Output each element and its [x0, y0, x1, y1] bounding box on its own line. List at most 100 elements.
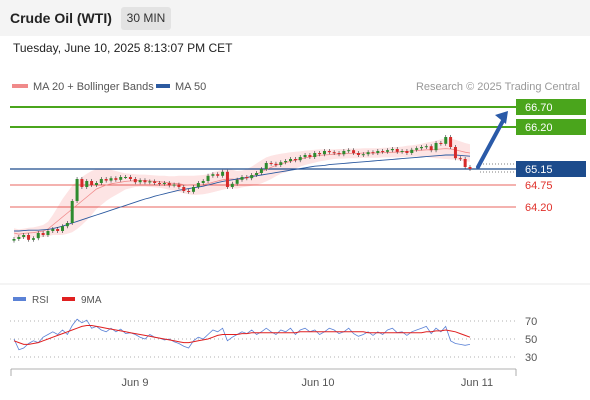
candle-body: [211, 174, 215, 176]
candle-body: [264, 163, 268, 169]
level-label-64.75: 64.75: [525, 180, 553, 192]
forecast-arrow-head: [495, 111, 508, 124]
candle-body: [289, 159, 293, 161]
level-label-66.20: 66.20: [525, 122, 553, 134]
candle-body: [259, 169, 263, 173]
instrument-title: Crude Oil (WTI): [10, 10, 112, 26]
candle-body: [347, 150, 351, 152]
candle-body: [284, 161, 288, 163]
candle-body: [303, 155, 307, 157]
level-label-66.70: 66.70: [525, 102, 553, 114]
x-tick-0: Jun 9: [122, 377, 149, 389]
candle-body: [381, 151, 385, 152]
candle-body: [46, 231, 50, 235]
candle-body: [124, 177, 128, 178]
level-box-66.20: [516, 119, 586, 135]
candle-body: [172, 184, 176, 186]
candle-body: [143, 180, 147, 183]
timestamp: Tuesday, June 10, 2025 8:13:07 PM CET: [13, 41, 233, 55]
candle-body: [337, 153, 341, 155]
candle-body: [153, 181, 157, 183]
candle-body: [230, 183, 234, 187]
candle-body: [41, 233, 45, 235]
candle-body: [128, 177, 132, 179]
bollinger-band: [14, 138, 470, 239]
candle-body: [293, 159, 297, 161]
candle-body: [342, 151, 346, 155]
candles: [12, 135, 472, 243]
rsi-line: [13, 318, 471, 351]
candle-body: [424, 146, 428, 148]
candle-body: [400, 151, 404, 152]
candle-body: [332, 152, 336, 154]
candle-body: [298, 157, 302, 161]
candle-body: [463, 159, 467, 167]
candle-body: [51, 229, 55, 231]
candle-body: [415, 148, 419, 150]
candle-body: [191, 187, 195, 192]
candle-body: [250, 175, 254, 179]
rsi-tick-50: 50: [525, 334, 537, 346]
legend-label-rsi: RSI: [32, 295, 49, 306]
candle-body: [322, 151, 326, 155]
candle-body: [386, 150, 390, 152]
candle-body: [36, 233, 40, 239]
candle-body: [390, 149, 394, 151]
candle-body: [468, 167, 472, 169]
candle-body: [366, 152, 370, 155]
candle-body: [410, 149, 414, 153]
legend-swatch-ma50: [156, 84, 170, 88]
candle-body: [162, 183, 166, 184]
candle-body: [138, 180, 142, 183]
candle-body: [371, 152, 375, 154]
candle-body: [235, 179, 239, 184]
candle-body: [85, 181, 89, 187]
candle-body: [352, 150, 356, 153]
candle-body: [56, 229, 60, 231]
candle-body: [434, 143, 438, 151]
candle-body: [80, 179, 84, 187]
candle-body: [148, 181, 152, 183]
legend-swatch-ma20: [12, 84, 28, 88]
candle-body: [313, 153, 317, 157]
candle-body: [318, 153, 322, 155]
candle-body: [104, 179, 108, 181]
candle-body: [444, 137, 448, 144]
rsi-tick-30: 30: [525, 352, 537, 364]
candle-body: [75, 179, 79, 201]
level-label-65.15: 65.15: [525, 164, 553, 176]
timeframe-badge[interactable]: 30 MIN: [121, 7, 171, 30]
candle-body: [255, 173, 259, 175]
candle-body: [17, 237, 21, 239]
candle-body: [206, 175, 210, 181]
candle-body: [61, 226, 65, 231]
candle-body: [376, 151, 380, 153]
candle-body: [308, 155, 312, 157]
candle-body: [99, 179, 103, 183]
candle-body: [279, 162, 283, 165]
candle-body: [274, 163, 278, 165]
candle-body: [167, 183, 171, 186]
legend-swatch-rsi: [13, 297, 26, 301]
candle-body: [119, 177, 123, 180]
candle-body: [133, 179, 137, 183]
candle-body: [225, 171, 229, 187]
candle-body: [419, 147, 423, 149]
legend-label-ma20: MA 20 + Bollinger Bands: [33, 81, 154, 93]
candle-body: [196, 183, 200, 187]
candle-body: [405, 151, 409, 153]
candle-body: [245, 177, 249, 179]
candle-body: [216, 174, 220, 176]
legend-swatch-9ma: [62, 297, 75, 301]
candle-body: [90, 181, 94, 185]
chart-header: [0, 0, 590, 36]
candle-body: [429, 146, 433, 151]
candle-body: [109, 178, 113, 181]
level-label-64.20: 64.20: [525, 202, 553, 214]
legend-label-9ma: 9MA: [81, 295, 102, 306]
candle-body: [327, 151, 331, 153]
candle-body: [177, 184, 181, 187]
level-box-66.70: [516, 99, 586, 115]
rsi-ma-line: [13, 325, 471, 345]
